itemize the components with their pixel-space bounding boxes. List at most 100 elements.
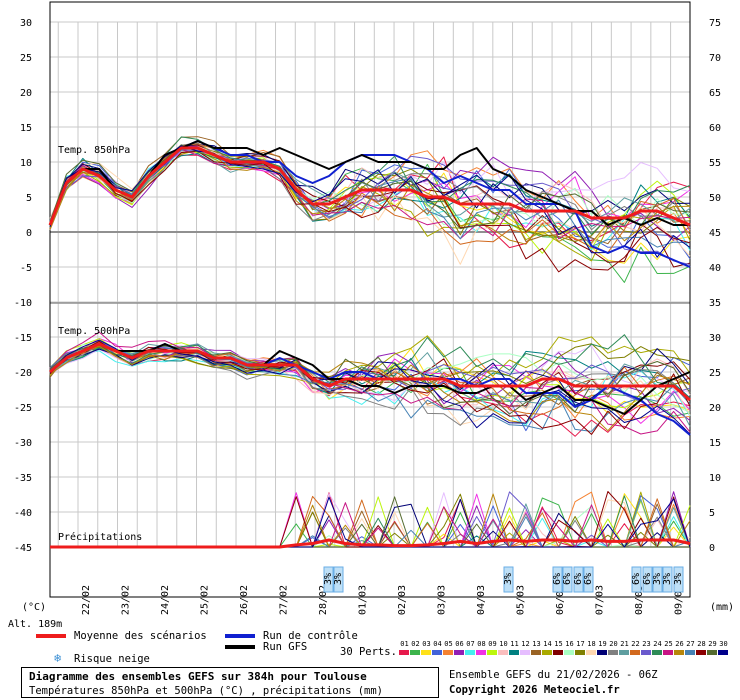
pert-legend-item: 20 bbox=[608, 640, 619, 655]
legend-mean-label: Moyenne des scénarios bbox=[74, 630, 207, 642]
snow-risk-marker bbox=[673, 566, 684, 593]
pert-legend-item: 10 bbox=[498, 640, 509, 655]
label-precip: Précipitations bbox=[58, 531, 142, 543]
snow-risk-label: 6% bbox=[583, 573, 594, 585]
left-tick-label: -45 bbox=[14, 543, 32, 554]
pert-number: 01 bbox=[400, 640, 409, 648]
main-series bbox=[48, 140, 691, 549]
pert-number: 10 bbox=[499, 640, 508, 648]
pert-legend-item: 23 bbox=[641, 640, 652, 655]
pert-850-line bbox=[49, 145, 691, 258]
snow-risk-marker bbox=[583, 566, 594, 593]
snow-risk-label: 6% bbox=[631, 573, 642, 585]
unit-left: (°C) bbox=[22, 602, 46, 613]
pert-swatch bbox=[597, 650, 607, 655]
pert-legend-item: 07 bbox=[465, 640, 476, 655]
pert-legend-item: 30 bbox=[718, 640, 729, 655]
right-tick-label: 15 bbox=[709, 438, 721, 449]
pert-legend-item: 09 bbox=[487, 640, 498, 655]
x-tick-label: 23/02 bbox=[121, 585, 132, 615]
snow-risk-label: 3% bbox=[503, 573, 514, 585]
left-tick-label: -35 bbox=[14, 473, 32, 484]
grid bbox=[49, 1, 691, 598]
pert-swatch bbox=[509, 650, 519, 655]
snow-risk-label: 3% bbox=[673, 573, 684, 585]
x-tick-label: 28/02 bbox=[318, 585, 329, 615]
snow-risk-marker bbox=[631, 566, 642, 593]
pert-number: 06 bbox=[455, 640, 464, 648]
pert-number: 21 bbox=[620, 640, 629, 648]
pert-swatch bbox=[454, 650, 464, 655]
pert-swatch bbox=[630, 650, 640, 655]
snow-risk-marker bbox=[662, 566, 673, 593]
snow-risk-marker bbox=[642, 566, 653, 593]
pert-legend-item: 14 bbox=[542, 640, 553, 655]
pert-legend-item: 28 bbox=[696, 640, 707, 655]
legend-control-label: Run de contrôle bbox=[263, 630, 358, 642]
pert-legend-item: 24 bbox=[652, 640, 663, 655]
pert-swatch bbox=[520, 650, 530, 655]
pert-legend-item: 15 bbox=[553, 640, 564, 655]
copyright: Copyright 2026 Meteociel.fr bbox=[449, 684, 620, 696]
pert-500-line bbox=[49, 345, 691, 432]
pert-number: 17 bbox=[576, 640, 585, 648]
left-tick-label: 0 bbox=[26, 228, 32, 239]
left-tick-label: -10 bbox=[14, 298, 32, 309]
pert-legend-item: 18 bbox=[586, 640, 597, 655]
pert-number: 05 bbox=[444, 640, 453, 648]
snow-risk-label: 3% bbox=[652, 573, 663, 585]
mean-precip-line bbox=[50, 538, 691, 549]
snow-risk-label: 3% bbox=[323, 573, 334, 585]
pert-swatch bbox=[707, 650, 717, 655]
right-tick-label: 40 bbox=[709, 263, 721, 274]
pert-850-line bbox=[49, 150, 691, 273]
snow-risk-label: 3% bbox=[333, 573, 344, 585]
pert-swatch bbox=[652, 650, 662, 655]
label-t500: Temp. 500hPa bbox=[58, 326, 130, 337]
pert-legend-item: 03 bbox=[421, 640, 432, 655]
pert-legend-item: 22 bbox=[630, 640, 641, 655]
x-axis: 22/02 23/02 24/02 25/02 26/02 27/02 28/02 01/03… bbox=[81, 585, 685, 615]
right-tick-label: 65 bbox=[709, 88, 721, 99]
snow-risk-label: 6% bbox=[642, 573, 653, 585]
unit-right: (mm) bbox=[710, 602, 734, 613]
left-tick-label: -20 bbox=[14, 368, 32, 379]
pert-number: 11 bbox=[510, 640, 519, 648]
pert-number: 03 bbox=[422, 640, 431, 648]
perturbation-legend: 01 02 03 04 05 06 07 08 09 10 11 12 13 14 15 16 17 18 19 20… bbox=[399, 640, 731, 658]
right-tick-label: 70 bbox=[709, 53, 721, 64]
pert-500-line bbox=[49, 343, 691, 427]
x-tick-label: 06/03 bbox=[555, 585, 566, 615]
pert-swatch bbox=[421, 650, 431, 655]
x-tick-label: 25/02 bbox=[200, 585, 211, 615]
pert-number: 24 bbox=[653, 640, 662, 648]
pert-legend-item: 05 bbox=[443, 640, 454, 655]
pert-number: 12 bbox=[521, 640, 530, 648]
pert-swatch bbox=[564, 650, 574, 655]
legend-perts-label: 30 Perts. bbox=[340, 646, 397, 658]
pert-swatch bbox=[432, 650, 442, 655]
title-box: Diagramme des ensembles GEFS sur 384h po… bbox=[21, 667, 439, 698]
pert-legend-item: 08 bbox=[476, 640, 487, 655]
pert-legend-item: 25 bbox=[663, 640, 674, 655]
pert-850-line bbox=[49, 145, 691, 241]
pert-swatch bbox=[608, 650, 618, 655]
pert-500-line bbox=[49, 331, 691, 435]
pert-number: 15 bbox=[554, 640, 563, 648]
left-tick-label: 25 bbox=[20, 53, 32, 64]
run-info: Ensemble GEFS du 21/02/2026 - 06Z bbox=[449, 669, 658, 681]
snow-risk-marker bbox=[562, 566, 573, 593]
pert-swatch bbox=[553, 650, 563, 655]
pert-swatch bbox=[586, 650, 596, 655]
pert-swatch bbox=[410, 650, 420, 655]
right-tick-label: 60 bbox=[709, 123, 721, 134]
legend-gfs-label: Run GFS bbox=[263, 641, 308, 653]
perturbation-lines bbox=[49, 136, 691, 548]
pert-swatch bbox=[641, 650, 651, 655]
pert-number: 08 bbox=[477, 640, 486, 648]
gfs-850-line bbox=[49, 140, 690, 226]
pert-legend-item: 27 bbox=[685, 640, 696, 655]
pert-number: 02 bbox=[411, 640, 420, 648]
legend-control-swatch bbox=[225, 634, 255, 638]
pert-swatch bbox=[663, 650, 673, 655]
